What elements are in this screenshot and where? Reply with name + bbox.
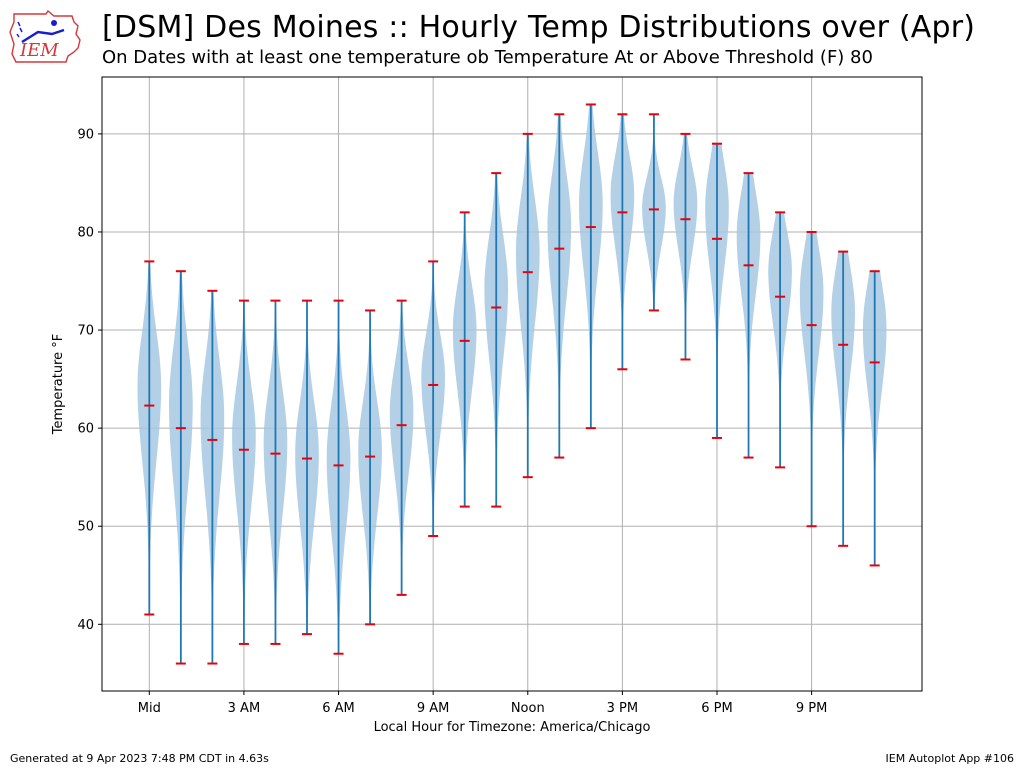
x-tick-label: Noon	[511, 701, 545, 716]
page-subtitle: On Dates with at least one temperature o…	[102, 47, 873, 68]
x-tick-label: 3 AM	[228, 701, 261, 716]
ticks: 40 50 60 70 80 90 Mid 3 AM 6 AM 9 AM Noon 3 PM 6 PM 9…	[77, 127, 827, 716]
y-tick-label: 80	[77, 225, 94, 240]
y-tick-label: 70	[77, 324, 94, 339]
y-tick-label: 50	[77, 520, 94, 535]
generated-note: Generated at 9 Apr 2023 7:48 PM CDT in 4…	[10, 752, 269, 765]
iem-logo: IEM	[9, 9, 81, 63]
logo-text: IEM	[19, 40, 59, 61]
whiskers	[144, 103, 880, 665]
x-tick-label: 6 PM	[701, 701, 732, 716]
y-tick-label: 40	[77, 618, 94, 633]
violin-chart: 40 50 60 70 80 90 Mid 3 AM 6 AM 9 AM Noon 3 PM 6 PM 9…	[51, 76, 923, 735]
x-tick-label: 9 PM	[796, 701, 827, 716]
x-tick-label: 6 AM	[322, 701, 355, 716]
x-axis-label: Local Hour for Timezone: America/Chicago	[374, 720, 651, 735]
x-tick-label: 3 PM	[607, 701, 638, 716]
y-axis-label: Temperature °F	[51, 334, 66, 435]
plot-area	[102, 77, 922, 691]
y-tick-label: 90	[77, 127, 94, 142]
x-tick-label: Mid	[138, 701, 161, 716]
y-tick-label: 60	[77, 422, 94, 437]
x-tick-label: 9 AM	[417, 701, 450, 716]
plot-frame	[101, 76, 923, 692]
page-title: [DSM] Des Moines :: Hourly Temp Distribu…	[102, 10, 976, 45]
app-note: IEM Autoplot App #106	[885, 752, 1015, 765]
